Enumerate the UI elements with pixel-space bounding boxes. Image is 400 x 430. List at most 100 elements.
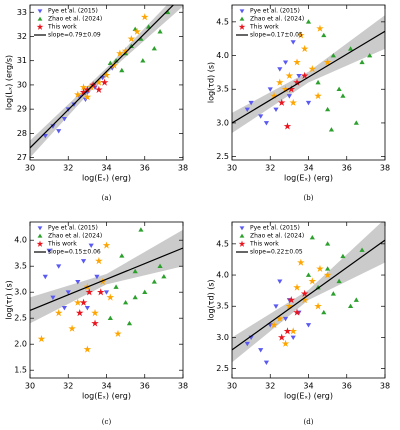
x-tick-label: 30	[25, 382, 35, 391]
x-axis-label: log(Eₓ) (erg)	[82, 174, 131, 183]
y-axis-label: log(τd) (s)	[207, 62, 216, 103]
point	[277, 279, 283, 284]
point	[293, 58, 301, 66]
point	[347, 303, 354, 309]
legend-label: slope=0.22±0.05	[250, 249, 303, 256]
x-tick-label: 38	[178, 164, 188, 173]
point	[285, 71, 294, 79]
y-tick-label: 4.0	[216, 271, 229, 280]
y-tick-label: 3.0	[216, 118, 229, 127]
y-tick-label: 32	[17, 32, 27, 41]
plot-area	[30, 5, 183, 158]
legend-label: slope=0.15±0.06	[48, 249, 101, 256]
y-tick-label: 2.0	[14, 340, 27, 349]
x-tick-label: 32	[63, 382, 73, 391]
point	[97, 288, 105, 296]
point	[94, 274, 100, 280]
point	[340, 253, 346, 259]
point	[91, 319, 99, 327]
point	[308, 65, 317, 73]
legend-label: This work	[47, 24, 77, 31]
point	[100, 78, 109, 86]
point	[263, 360, 270, 365]
x-tick-label: 36	[342, 164, 352, 173]
point	[321, 309, 327, 315]
x-tick-label: 36	[140, 164, 150, 173]
point	[151, 45, 157, 51]
point	[328, 127, 335, 132]
point	[293, 308, 301, 316]
point	[367, 52, 373, 58]
x-tick-label: 32	[265, 382, 275, 391]
point	[270, 92, 278, 100]
legend-marker	[238, 23, 246, 30]
x-axis-label: log(Eₓ) (erg)	[82, 392, 131, 401]
point	[315, 79, 321, 85]
point	[359, 247, 365, 252]
y-axis-label: log(τr) (s)	[5, 280, 14, 320]
x-tick-label: 38	[178, 382, 188, 391]
legend-marker	[239, 9, 245, 14]
point	[74, 90, 82, 98]
point	[140, 58, 146, 63]
point	[102, 71, 111, 79]
point	[37, 335, 46, 343]
fit-line	[30, 247, 183, 311]
legend-label: Zhao et al. (2024)	[250, 16, 304, 23]
x-axis-label: log(Eₓ) (erg)	[284, 392, 333, 401]
point	[273, 304, 279, 309]
caption: (a)	[102, 194, 112, 202]
x-tick-label: 30	[227, 164, 237, 173]
y-tick-label: 2.5	[216, 364, 229, 373]
x-tick-label: 36	[140, 382, 150, 391]
x-tick-label: 32	[265, 164, 275, 173]
legend-label: slope=0.17±0.05	[250, 32, 303, 39]
legend-marker	[37, 233, 43, 238]
point	[79, 298, 88, 306]
legend-label: This work	[47, 241, 77, 248]
caption: (d)	[304, 418, 314, 426]
point	[121, 47, 130, 55]
point	[285, 302, 294, 310]
y-tick-label: 3.5	[216, 85, 229, 94]
point	[140, 13, 149, 21]
point	[123, 300, 129, 305]
plot-area	[232, 15, 385, 134]
legend-marker	[238, 240, 246, 247]
fit-line	[232, 239, 385, 351]
point	[132, 294, 138, 300]
y-tick-label: 2.5	[216, 152, 229, 161]
point	[281, 85, 290, 93]
point	[286, 94, 292, 99]
panel: 30 32 34 36 38 2.5 3.0 3.5 4.0 4.5 log(Eₓ) (erg) lo…	[207, 221, 390, 426]
y-tick-label: 4.0	[14, 236, 27, 245]
point	[281, 339, 290, 347]
point	[133, 27, 141, 35]
point	[277, 333, 286, 341]
fit-line	[30, 5, 175, 149]
point	[165, 9, 171, 15]
point	[325, 266, 331, 271]
point	[61, 117, 68, 122]
point	[107, 315, 113, 321]
legend-marker	[37, 16, 43, 21]
point	[353, 120, 359, 125]
y-tick-label: 3.5	[216, 302, 229, 311]
point	[323, 271, 332, 279]
fit-band	[30, 229, 183, 324]
point	[336, 86, 342, 92]
point	[353, 297, 359, 302]
point	[75, 309, 84, 317]
y-tick-label: 4.5	[216, 17, 229, 26]
panel: 30 32 34 36 38 2.5 3.0 3.5 4.0 4.5 log(Eₓ) (erg) lo…	[207, 4, 390, 202]
y-axis-label: log(Lₓ) (erg/s)	[5, 55, 14, 110]
point	[283, 122, 292, 130]
point	[116, 49, 124, 57]
point	[287, 85, 296, 93]
legend-label: slope=0.79±0.09	[48, 32, 101, 39]
panel: 30 32 34 36 38 1.5 2.0 2.5 3.0 3.5 4.0 log(Eₓ) (erg…	[5, 221, 188, 426]
point	[83, 345, 92, 353]
point	[296, 73, 302, 79]
point	[314, 302, 322, 310]
caption: (c)	[102, 418, 112, 426]
